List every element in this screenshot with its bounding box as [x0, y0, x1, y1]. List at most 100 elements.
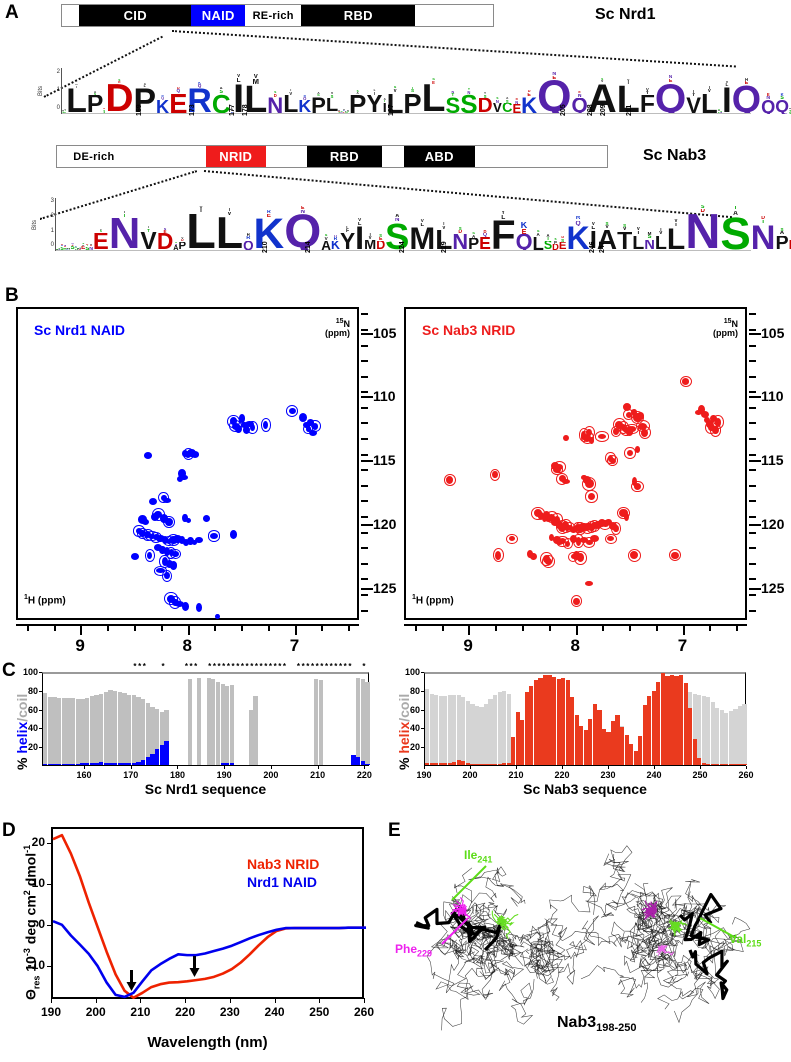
logo-column: DQE — [479, 198, 491, 251]
helix-bar — [439, 763, 443, 765]
coil-bar — [702, 696, 706, 765]
logo-residue-letter: Q — [761, 100, 775, 114]
theta-symbol: Θ — [23, 989, 39, 1000]
logo-residue-letter: Q — [516, 234, 533, 251]
coil-bar — [475, 706, 479, 765]
nmr-minor-tick-x — [415, 626, 417, 631]
helix-bar — [656, 682, 660, 765]
logo-residue-letter: N — [751, 225, 776, 251]
paneld-x-tick-label: 210 — [123, 1005, 157, 1019]
helix-bar — [225, 763, 229, 765]
sup-1: 1 — [412, 594, 416, 601]
logo-column: LFY — [340, 198, 355, 251]
residue-leader-line — [452, 866, 486, 900]
domain-nrid[interactable]: NRID — [206, 146, 267, 167]
coil-bar — [715, 708, 719, 765]
helix-bar — [466, 763, 470, 765]
nmr-peak-contour — [669, 549, 681, 561]
helix-bar — [615, 715, 619, 765]
logo-position-label: 224 — [399, 241, 406, 253]
paneld-x-tick-label: 250 — [302, 1005, 336, 1019]
panelc-x-tick-label: 230 — [597, 770, 619, 780]
domain-abd[interactable]: ABD — [404, 146, 476, 167]
logo-y-axis-label: Bits — [38, 86, 44, 96]
cd-spectra-svg — [53, 829, 366, 1001]
paneld-y-tick-label: 0 — [17, 917, 45, 931]
helix-bar — [108, 763, 112, 765]
nmr-spectrum-nrd1[interactable] — [16, 307, 359, 620]
helix-bar — [498, 764, 502, 765]
logo-column: ITV — [140, 198, 157, 251]
domain-cid[interactable]: CID — [79, 5, 191, 26]
nmr-peak-contour — [553, 461, 566, 472]
coil-bar — [430, 694, 434, 765]
helix-bar — [706, 764, 710, 765]
logo-residue-letter: C — [212, 94, 231, 114]
domain-rbd-nrd1[interactable]: RBD — [301, 5, 415, 26]
nmr-peak-contour — [624, 447, 635, 459]
logo-residue-letter: V — [686, 97, 701, 114]
nmr-peak-contour — [595, 431, 608, 441]
nmr-peak-contour — [309, 420, 320, 432]
logo-column: DQE — [169, 68, 187, 114]
helix-bar — [652, 691, 656, 765]
helix-bar — [543, 675, 547, 765]
logo-column: VIL — [186, 198, 216, 251]
paneld-x-tick-label: 190 — [34, 1005, 68, 1019]
domain-re-rich[interactable]: RE-rich — [245, 5, 301, 26]
logo-residue-letter: I — [722, 87, 732, 114]
caption-text: Nab3 — [557, 1014, 596, 1031]
coil-bar — [448, 695, 452, 766]
helix-bar — [588, 719, 592, 765]
nmr-y-tick-label: 110 — [761, 388, 784, 404]
logo-column: SEL — [422, 68, 446, 114]
logo-column: ENQ — [284, 198, 321, 251]
panelc-y-tick-label: 20 — [400, 742, 420, 752]
nmr-minor-tick-y — [749, 594, 756, 596]
panelc-x-tick-label: 220 — [551, 770, 573, 780]
coil-bar — [507, 694, 511, 765]
helix-coil-chart-nrd1[interactable] — [42, 672, 369, 766]
panelc-y-tick — [421, 710, 424, 711]
helix-bar — [552, 677, 556, 765]
helix-bar — [127, 763, 131, 765]
nmr-spectrum-nab3[interactable] — [404, 307, 747, 620]
helix-bar — [593, 704, 597, 765]
panel-letter-d: D — [2, 820, 16, 842]
panelc-x-tick-label: 210 — [307, 770, 329, 780]
cd-spectra-chart[interactable] — [51, 827, 364, 999]
domain-rbd-nab3[interactable]: RBD — [307, 146, 381, 167]
logo-column: VYF — [640, 68, 655, 114]
logo-residue-letter: I — [355, 226, 364, 251]
logo-residue-letter: D — [478, 98, 493, 114]
domain-naid[interactable]: NAID — [191, 5, 245, 26]
panelc-x-tick — [84, 766, 85, 769]
helix-coil-chart-nab3[interactable] — [424, 672, 746, 766]
coil-bar — [188, 679, 192, 765]
nmr-peak — [142, 519, 149, 525]
logo-column: HRQ — [243, 198, 253, 251]
logo-baseline-nrd1 — [62, 113, 751, 114]
panelc-y-tick — [421, 691, 424, 692]
nmr-minor-tick-y — [749, 313, 756, 315]
panelc-y-tick-label: 100 — [18, 667, 38, 677]
nmr-minor-tick-x — [495, 626, 497, 631]
panelc-y-tick-label: 80 — [400, 686, 420, 696]
nmr-peak-contour — [639, 426, 651, 439]
helix-bar — [94, 763, 98, 765]
domain-de-rich[interactable]: DE-rich — [65, 146, 175, 167]
panelc-x-tick — [424, 766, 425, 769]
helix-bar — [534, 680, 538, 765]
helix-bar — [48, 764, 52, 765]
nmr-minor-tick-x — [683, 626, 685, 635]
logo-residue-letter: Y — [340, 233, 355, 251]
significance-asterisk: * — [213, 663, 216, 671]
panelc-y-tick-label: 40 — [18, 723, 38, 733]
helix-bar — [688, 708, 692, 765]
panelc-y-tick — [39, 747, 42, 748]
logo-column: RQK — [567, 198, 590, 251]
logo-tick-0: 0 — [57, 105, 60, 111]
nmr-peak — [530, 553, 537, 561]
nmr-minor-tick-y — [749, 454, 756, 456]
ensemble-backbone-trace — [499, 979, 534, 1024]
